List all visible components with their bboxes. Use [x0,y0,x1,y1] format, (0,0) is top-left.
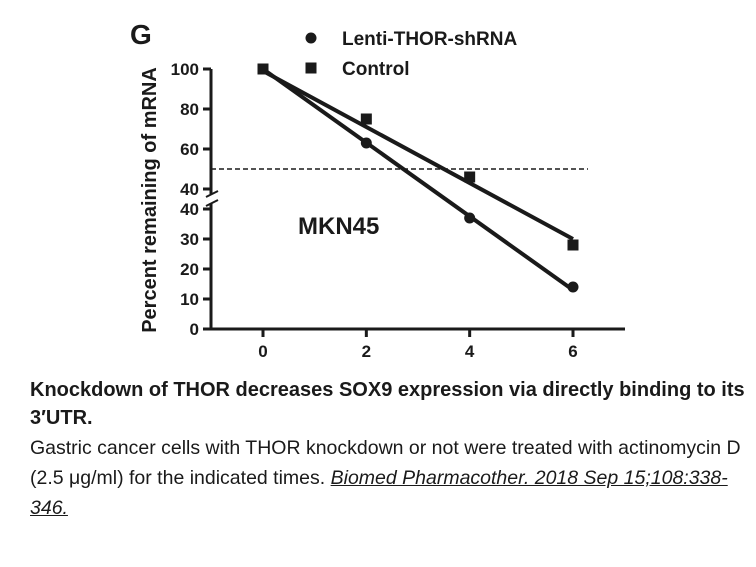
y-tick-label: 0 [190,320,199,339]
point-lenti-thor-shrna [360,137,372,149]
legend-label-lenti-thor-shrna: Lenti-THOR-shRNA [342,29,517,50]
axis-break-mark [205,190,219,198]
cell-line-annotation: MKN45 [298,213,379,240]
axis-break-mark [205,199,219,207]
point-lenti-thor-shrna [464,212,476,224]
legend-marker-control [305,62,317,74]
caption-body: Gastric cancer cells with THOR knockdown… [30,433,756,523]
point-control [464,171,476,183]
x-tick-label: 6 [568,342,577,361]
y-tick-label: 10 [180,290,199,309]
y-tick-label: 80 [180,100,199,119]
panel-label: G [130,19,152,50]
y-tick-label: 40 [180,180,199,199]
chart: G Percent remaining of mRNA 010203040406… [130,19,625,361]
y-tick-label: 100 [171,60,199,79]
point-control [567,239,579,251]
y-tick-label: 30 [180,230,199,249]
caption-text: Gastric cancer cells with THOR knockdown… [30,437,741,489]
fit-line-control [262,69,574,241]
y-tick-label: 40 [180,200,199,219]
x-tick-label: 4 [465,342,475,361]
point-control [360,113,372,125]
legend-label-control: Control [342,59,410,80]
x-tick-label: 2 [362,342,371,361]
x-tick-label: 0 [258,342,267,361]
y-axis-title: Percent remaining of mRNA [139,67,161,333]
data-points [257,63,579,293]
y-tick-label: 20 [180,260,199,279]
point-control [257,63,269,75]
y-tick-label: 60 [180,140,199,159]
citation-link[interactable]: Biomed Pharmacother. 2018 Sep 15;108:338… [30,467,728,519]
legend-marker-lenti-thor-shrna [305,32,317,44]
legend: Lenti-THOR-shRNA Control [305,29,517,80]
fit-lines [261,67,575,292]
caption-title: Knockdown of THOR decreases SOX9 express… [30,379,745,429]
fit-line-lenti-thor-shrna [261,67,575,292]
point-lenti-thor-shrna [567,281,579,293]
